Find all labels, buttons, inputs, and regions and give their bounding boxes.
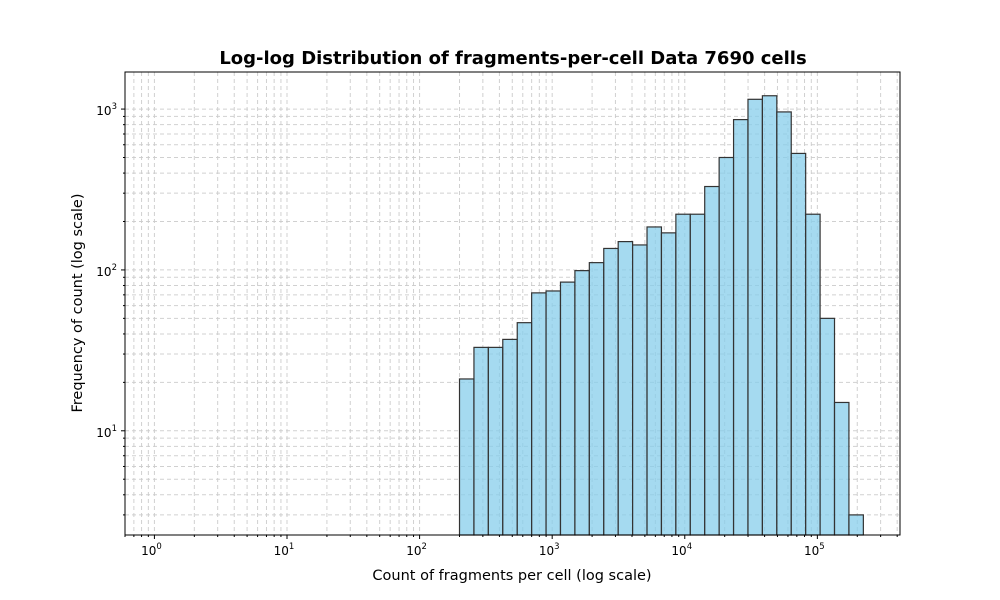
chart-title: Log-log Distribution of fragments-per-ce… xyxy=(219,48,806,69)
histogram-bar xyxy=(531,292,547,536)
histogram-bar xyxy=(660,232,677,536)
x-tick-exponent: 2 xyxy=(422,542,427,552)
x-axis-label: Count of fragments per cell (log scale) xyxy=(372,568,651,584)
x-tick-label: 104 xyxy=(671,542,692,558)
x-tick-label: 103 xyxy=(539,542,560,558)
y-tick-base: 10 xyxy=(96,265,111,279)
histogram-bar xyxy=(545,290,562,536)
histogram-bar xyxy=(617,241,634,536)
histogram-bar xyxy=(603,247,619,536)
y-tick-exponent: 3 xyxy=(112,102,117,112)
histogram-bar xyxy=(574,270,590,536)
x-tick-label: 102 xyxy=(406,542,427,558)
histogram-bar xyxy=(487,346,504,536)
y-tick-label: 102 xyxy=(96,263,117,279)
x-tick-label: 105 xyxy=(804,542,825,558)
histogram-bar xyxy=(819,317,836,536)
histogram-bar xyxy=(848,514,864,536)
histogram-bar xyxy=(718,156,735,536)
histogram-bar xyxy=(790,152,807,536)
y-tick-label: 103 xyxy=(96,102,117,118)
histogram-bar xyxy=(588,262,605,536)
x-tick-label: 101 xyxy=(274,542,295,558)
histogram-bar xyxy=(761,95,778,536)
histogram-bar xyxy=(458,378,475,536)
histogram-bar xyxy=(631,244,648,536)
histogram-bar xyxy=(732,119,749,536)
histogram-bar xyxy=(805,213,821,536)
histogram-bar xyxy=(689,213,706,536)
x-tick-exponent: 1 xyxy=(289,542,294,552)
x-tick-label: 100 xyxy=(141,542,162,558)
histogram-bar xyxy=(516,322,533,536)
x-axis-ticks: 100 101 102 103 104 105 xyxy=(124,535,898,558)
x-tick-base: 10 xyxy=(274,544,289,558)
histogram-bar xyxy=(559,281,576,536)
histogram-bar xyxy=(502,338,518,536)
histogram-bar xyxy=(675,213,691,536)
y-tick-exponent: 1 xyxy=(112,424,117,434)
x-tick-base: 10 xyxy=(671,544,686,558)
x-tick-exponent: 4 xyxy=(687,542,692,552)
x-tick-exponent: 0 xyxy=(156,542,161,552)
y-tick-base: 10 xyxy=(96,104,111,118)
x-tick-base: 10 xyxy=(406,544,421,558)
histogram-bar xyxy=(747,98,763,536)
histogram-bar xyxy=(776,111,792,536)
histogram-bar xyxy=(473,346,489,536)
y-tick-base: 10 xyxy=(96,426,111,440)
histogram-bar xyxy=(833,401,850,536)
x-tick-exponent: 5 xyxy=(819,542,824,552)
x-tick-base: 10 xyxy=(141,544,156,558)
histogram-bars xyxy=(458,95,864,536)
y-tick-label: 101 xyxy=(96,424,117,440)
histogram-bar xyxy=(704,185,720,536)
x-tick-base: 10 xyxy=(804,544,819,558)
x-tick-base: 10 xyxy=(539,544,554,558)
histogram-bar xyxy=(646,226,663,536)
x-tick-exponent: 3 xyxy=(554,542,559,552)
y-tick-exponent: 2 xyxy=(112,263,117,273)
y-axis-label: Frequency of count (log scale) xyxy=(70,193,86,412)
